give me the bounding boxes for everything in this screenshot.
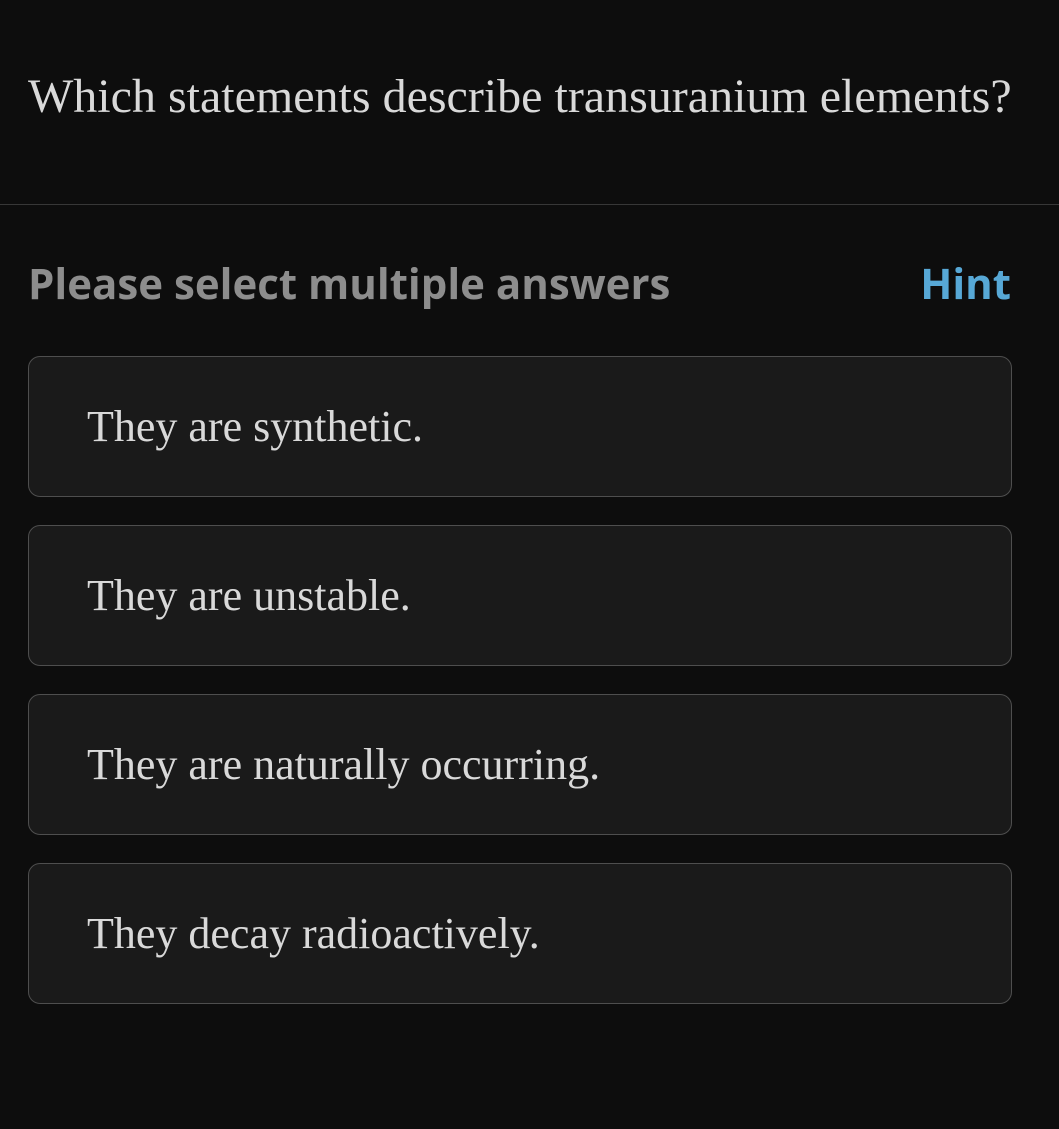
instruction-row: Please select multiple answers Hint: [28, 255, 1031, 312]
answer-option-3[interactable]: They decay radioactively.: [28, 863, 1012, 1004]
answer-option-0[interactable]: They are synthetic.: [28, 356, 1012, 497]
question-text: Which statements describe transuranium e…: [28, 60, 1031, 134]
answer-option-2[interactable]: They are naturally occurring.: [28, 694, 1012, 835]
answer-option-text: They are naturally occurring.: [87, 739, 953, 790]
question-section: Which statements describe transuranium e…: [0, 0, 1059, 204]
instruction-text: Please select multiple answers: [28, 255, 670, 312]
hint-button[interactable]: Hint: [920, 255, 1031, 312]
answer-option-1[interactable]: They are unstable.: [28, 525, 1012, 666]
answer-section: Please select multiple answers Hint They…: [0, 205, 1059, 1004]
answer-option-text: They are synthetic.: [87, 401, 953, 452]
answer-option-text: They decay radioactively.: [87, 908, 953, 959]
answer-option-text: They are unstable.: [87, 570, 953, 621]
